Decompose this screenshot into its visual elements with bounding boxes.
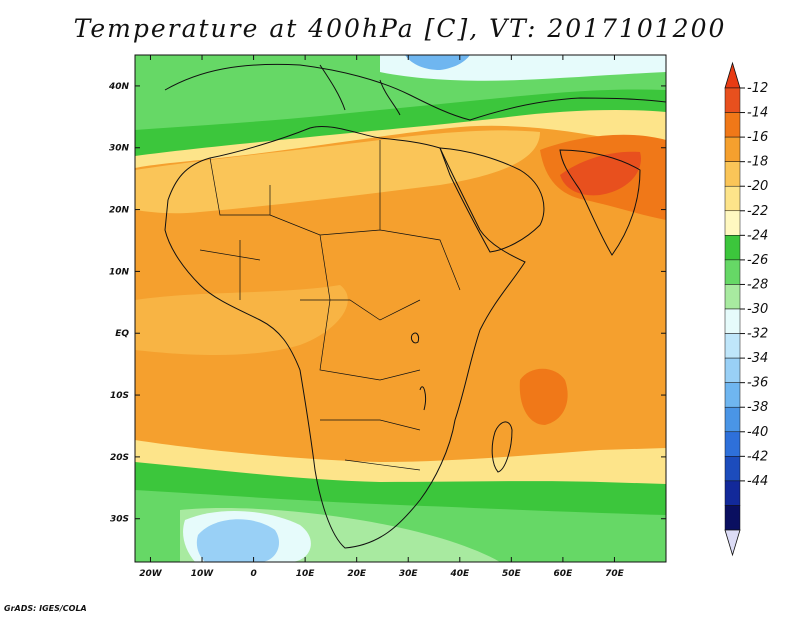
colorbar-label: -16 — [747, 130, 768, 145]
colorbar-swatch — [724, 235, 741, 261]
blob-n-blue — [405, 55, 470, 70]
lat-label: 30S — [110, 515, 129, 525]
colorbar-label: -34 — [747, 351, 768, 366]
lat-label: 10S — [110, 391, 129, 401]
band-sahara-yellow — [135, 130, 540, 214]
colorbar-swatch — [724, 456, 741, 482]
arabia-coast — [439, 147, 545, 253]
colorbar-swatch — [724, 505, 741, 531]
map-title: Temperature at 400hPa [C], VT: 201710120… — [73, 14, 727, 43]
colorbar-swatch — [724, 185, 741, 212]
lon-label: 0 — [250, 569, 256, 579]
colorbar-label: -24 — [747, 228, 768, 243]
colorbar-swatch — [724, 210, 741, 236]
lat-label: 40N — [108, 82, 130, 92]
colorbar-swatch — [724, 357, 741, 383]
lakes — [411, 332, 426, 411]
colorbar-label: -30 — [747, 302, 768, 317]
lat-label: 10N — [109, 267, 130, 277]
colorbar-label: -38 — [747, 400, 768, 415]
colorbar-label: -18 — [747, 155, 768, 170]
colorbar-label: -20 — [747, 179, 768, 194]
lon-label: 20E — [347, 569, 367, 579]
colorbar-swatch — [724, 382, 741, 408]
colorbar-label: -40 — [747, 425, 768, 440]
lon-label: 20W — [139, 569, 163, 579]
colorbar-label: -26 — [747, 253, 768, 268]
colorbar-label: -22 — [747, 204, 768, 219]
lon-label: 10E — [296, 569, 316, 579]
lon-label: 10W — [191, 569, 215, 579]
blob-s-blue — [196, 519, 280, 562]
colorbar-swatch — [724, 480, 741, 506]
colorbar-bottom-arrow — [724, 529, 741, 557]
africa-coast — [164, 125, 526, 549]
country-borders — [199, 140, 461, 471]
lon-label: 40E — [449, 569, 470, 579]
credit-text: GrADS: IGES/COLA — [4, 604, 87, 613]
europe-peninsulas — [319, 64, 401, 116]
colorbar-swatch — [724, 333, 741, 359]
blob-india-red — [560, 151, 641, 196]
blob-indian-ocean-hot — [519, 368, 568, 425]
colorbar-swatch — [724, 112, 741, 138]
madagascar-coast — [491, 421, 513, 473]
lon-label: 30E — [399, 569, 419, 579]
colorbar-top-arrow — [724, 61, 741, 89]
temperature-field — [135, 55, 666, 562]
lon-label: 60E — [554, 569, 574, 579]
colorbar-label: -28 — [747, 277, 768, 292]
colorbar-swatch — [724, 284, 741, 310]
colorbar-swatch — [724, 406, 741, 433]
colorbar-label: -44 — [747, 474, 768, 489]
colorbar-swatch — [724, 308, 741, 334]
colorbar-swatch — [724, 136, 741, 162]
colorbar-swatch — [724, 431, 741, 457]
border-lines — [199, 140, 461, 471]
colorbar-swatch — [724, 161, 741, 187]
colorbar-swatch — [724, 259, 741, 285]
colorbar-swatch — [724, 87, 741, 113]
map-frame — [134, 54, 667, 563]
lon-label: 70E — [605, 569, 625, 579]
lat-label: 30N — [109, 144, 130, 154]
lon-label: 50E — [502, 569, 522, 579]
colorbar-label: -12 — [747, 81, 768, 96]
europe-coast — [164, 63, 666, 121]
lat-label: 20S — [110, 453, 129, 463]
india-coast — [559, 149, 641, 256]
colorbar-label: -42 — [747, 449, 768, 464]
colorbar: -12 -14 -16 -18 -20 -22 -24 -26 -28 -30 -32 -34 -36 -… — [724, 61, 768, 557]
lat-label: EQ — [115, 329, 129, 339]
colorbar-label: -32 — [747, 327, 768, 342]
colorbar-label: -36 — [747, 376, 768, 391]
lon-axis: 20W 10W 0 10E 20E 30E 40E 50E 60E 70E — [139, 55, 625, 579]
coastlines — [164, 63, 666, 549]
lat-axis: 40N 30N 20N 10N EQ 10S 20S 30S — [108, 82, 666, 525]
blob-atlantic-light — [135, 285, 348, 355]
lat-label: 20N — [109, 206, 130, 216]
colorbar-label: -14 — [747, 106, 768, 121]
